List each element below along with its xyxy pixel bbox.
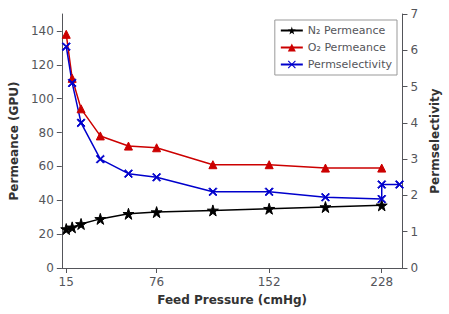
- svg-text:N₂ Permeance: N₂ Permeance: [308, 24, 386, 37]
- svg-text:120: 120: [31, 58, 54, 72]
- svg-text:80: 80: [39, 126, 54, 140]
- svg-text:100: 100: [31, 92, 54, 106]
- svg-text:Feed Pressure (cmHg): Feed Pressure (cmHg): [157, 293, 307, 307]
- svg-text:O₂ Permeance: O₂ Permeance: [308, 41, 386, 54]
- svg-text:Permselectivity: Permselectivity: [308, 58, 393, 71]
- svg-text:140: 140: [31, 24, 54, 38]
- svg-text:Permeance (GPU): Permeance (GPU): [7, 82, 21, 201]
- svg-text:152: 152: [258, 275, 281, 289]
- svg-text:60: 60: [39, 159, 54, 173]
- svg-text:2: 2: [410, 188, 418, 202]
- svg-text:15: 15: [59, 275, 74, 289]
- svg-text:40: 40: [39, 193, 54, 207]
- svg-text:4: 4: [410, 116, 418, 130]
- svg-text:0: 0: [410, 261, 418, 275]
- svg-text:1: 1: [410, 225, 418, 239]
- svg-text:76: 76: [149, 275, 164, 289]
- svg-text:228: 228: [370, 275, 393, 289]
- svg-text:0: 0: [46, 261, 54, 275]
- svg-text:6: 6: [410, 43, 418, 57]
- svg-text:20: 20: [39, 227, 54, 241]
- svg-text:7: 7: [410, 7, 418, 21]
- svg-text:5: 5: [410, 80, 418, 94]
- svg-text:3: 3: [410, 152, 418, 166]
- svg-text:Permselectivity: Permselectivity: [428, 88, 442, 194]
